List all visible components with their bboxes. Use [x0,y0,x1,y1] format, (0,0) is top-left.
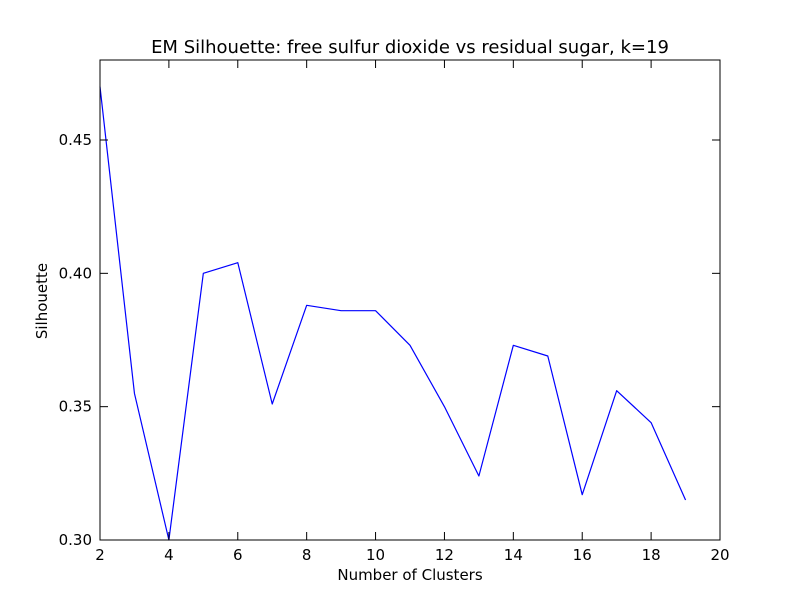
x-tick-label-6: 14 [504,546,523,564]
x-tick-label-7: 16 [573,546,592,564]
data-point-0-12 [511,343,516,348]
y-tick-label-1: 0.35 [59,398,92,416]
x-tick-label-0: 2 [95,546,105,564]
chart-title: EM Silhouette: free sulfur dioxide vs re… [151,37,669,58]
x-tick-label-3: 8 [302,546,312,564]
data-point-0-4 [235,260,240,265]
data-point-0-11 [476,474,481,479]
data-point-0-16 [649,420,654,425]
data-point-0-5 [270,402,275,407]
x-tick-label-4: 10 [366,546,385,564]
y-axis-label: Silhouette [33,263,51,339]
plot-frame [99,59,721,541]
x-tick-label-5: 12 [435,546,454,564]
data-point-0-7 [339,308,344,313]
data-point-0-15 [614,388,619,393]
x-tick-label-1: 4 [164,546,174,564]
data-point-0-17 [683,498,688,503]
y-tick-label-3: 0.45 [59,131,92,149]
y-tick-label-2: 0.40 [59,264,92,282]
data-point-0-13 [545,354,550,359]
data-point-0-6 [304,303,309,308]
x-tick-label-8: 18 [642,546,661,564]
series-line-0 [99,86,687,541]
data-point-0-8 [373,308,378,313]
x-tick-label-2: 6 [233,546,243,564]
data-point-0-14 [580,492,585,497]
x-tick-label-9: 20 [710,546,729,564]
data-point-0-9 [408,343,413,348]
data-point-0-1 [132,391,137,396]
data-point-0-3 [201,271,206,276]
y-tick-label-0: 0.30 [59,531,92,549]
data-point-0-10 [442,404,447,409]
x-axis-label: Number of Clusters [337,566,482,584]
